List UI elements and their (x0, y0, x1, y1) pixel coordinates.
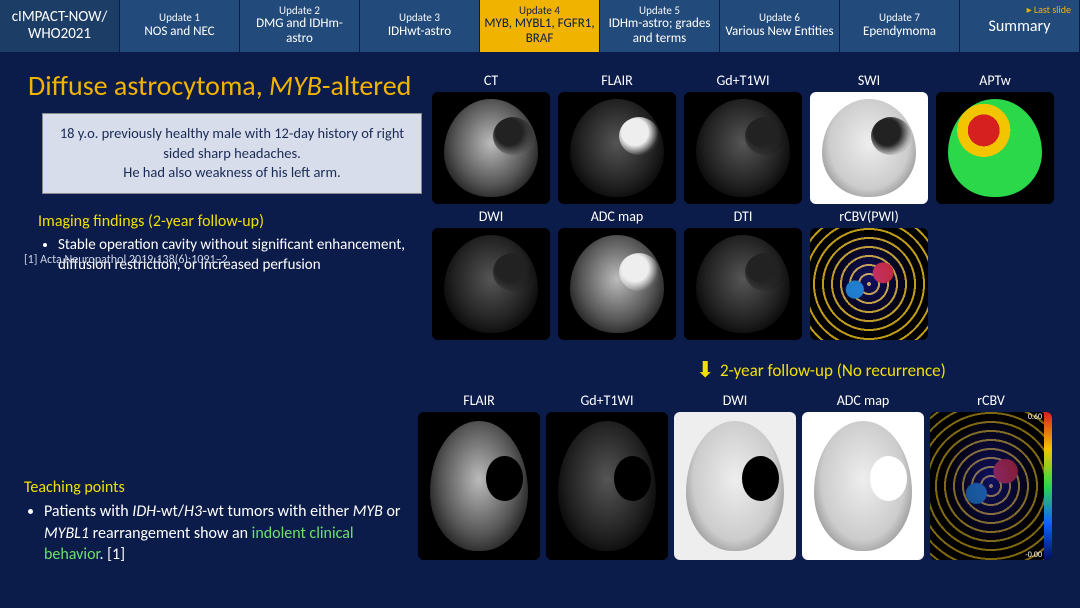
summary-label: Summary (989, 18, 1051, 36)
last-slide-label: Last slide (1027, 4, 1071, 16)
nav-up: Update 2 (279, 5, 320, 18)
scan-grid-bottom: FLAIR Gd+T1WI DWI ADC map rCBV0.60-0.00 (418, 392, 1068, 560)
nav-tabs: cIMPACT-NOW/ WHO2021 Update 1 NOS and NE… (0, 0, 1080, 52)
nav-lbl: Various New Entities (725, 25, 833, 40)
nav-up: Update 1 (159, 12, 200, 25)
scan-swi: SWI (810, 72, 928, 204)
scan2-flair: FLAIR (418, 392, 540, 560)
case-box: 18 y.o. previously healthy male with 12-… (42, 113, 422, 194)
nav-up: Update 5 (639, 5, 680, 18)
title-gene: MYB (269, 68, 322, 103)
followup-label: 2-year follow-up (No recurrence) (720, 360, 946, 381)
nav-lbl: DMG and IDHm-astro (244, 17, 355, 47)
arrow-down-icon: ⬇ (696, 356, 714, 383)
scan2-dwi: DWI (674, 392, 796, 560)
nav-up: Update 4 (519, 5, 560, 18)
scan2-adc: ADC map (802, 392, 924, 560)
nav-up: Update 6 (759, 12, 800, 25)
nav-up: Update 7 (879, 12, 920, 25)
title-part: Diffuse astrocytoma, (28, 68, 269, 103)
teach-heading: Teaching points (24, 478, 414, 497)
reference: [1] Acta Neuropathol 2019;138(6):1091–2. (24, 253, 231, 267)
scan2-rcbv: rCBV0.60-0.00 (930, 392, 1052, 560)
nav-home-label: cIMPACT-NOW/ WHO2021 (12, 9, 108, 44)
teach-bullet: Patients with IDH-wt/H3-wt tumors with e… (44, 501, 414, 566)
case-text: 18 y.o. previously healthy male with 12-… (60, 124, 404, 181)
nav-lbl: IDHwt-astro (388, 25, 451, 40)
scan2-gdt1: Gd+T1WI (546, 392, 668, 560)
nav-lbl: NOS and NEC (144, 25, 214, 40)
nav-tab-4[interactable]: Update 4 MYB, MYBL1, FGFR1, BRAF (480, 0, 600, 52)
scan-aptw: APTw (936, 72, 1054, 204)
teach-list: Patients with IDH-wt/H3-wt tumors with e… (44, 501, 414, 566)
nav-lbl: IDHm-astro; grades and terms (604, 17, 715, 47)
nav-summary[interactable]: Last slide Summary (960, 0, 1080, 52)
nav-tab-7[interactable]: Update 7 Ependymoma (840, 0, 960, 52)
scan-dwi: DWI (432, 208, 550, 340)
scan-grid-top: CT FLAIR Gd+T1WI SWI APTw DWI ADC map DT… (432, 72, 1064, 344)
nav-tab-5[interactable]: Update 5 IDHm-astro; grades and terms (600, 0, 720, 52)
title-part: -altered (322, 68, 411, 103)
scan-gdt1: Gd+T1WI (684, 72, 802, 204)
scan-rcbv: rCBV(PWI) (810, 208, 928, 340)
nav-tab-6[interactable]: Update 6 Various New Entities (720, 0, 840, 52)
scan-ct: CT (432, 72, 550, 204)
nav-tab-1[interactable]: Update 1 NOS and NEC (120, 0, 240, 52)
scan-flair: FLAIR (558, 72, 676, 204)
colorbar (1044, 412, 1052, 560)
teaching-block: Teaching points Patients with IDH-wt/H3-… (24, 474, 414, 566)
scan-dti: DTI (684, 208, 802, 340)
nav-home[interactable]: cIMPACT-NOW/ WHO2021 (0, 0, 120, 52)
scan-adc: ADC map (558, 208, 676, 340)
nav-lbl: MYB, MYBL1, FGFR1, BRAF (484, 17, 595, 47)
nav-lbl: Ependymoma (863, 25, 936, 40)
nav-up: Update 3 (399, 12, 440, 25)
nav-tab-2[interactable]: Update 2 DMG and IDHm-astro (240, 0, 360, 52)
nav-tab-3[interactable]: Update 3 IDHwt-astro (360, 0, 480, 52)
